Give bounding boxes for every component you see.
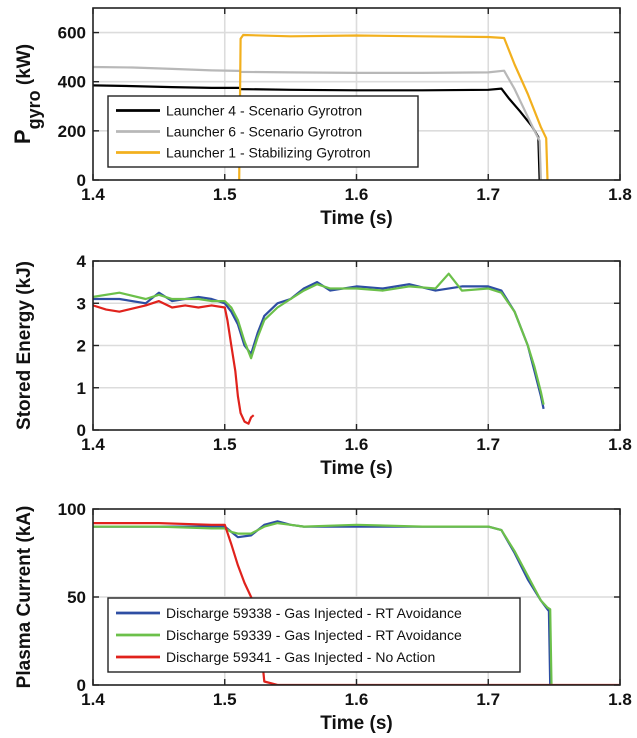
legend: Launcher 4 - Scenario Gyrotron Launcher 6…	[107, 95, 419, 168]
legend: Discharge 59338 - Gas Injected - RT Avoi…	[107, 597, 521, 673]
stored-energy-panel: 1.4 1.5 1.6 1.7 1.8 0 1 2 3 4 Time (s) Stored Energ…	[14, 252, 632, 479]
x-tick-label: 1.6	[345, 185, 369, 204]
x-tick-label: 1.7	[476, 435, 500, 454]
x-tick-label: 1.4	[81, 690, 105, 709]
x-axis-label: Time (s)	[320, 458, 393, 479]
gyrotron-power-panel: 1.4 1.5 1.6 1.7 1.8 0 200 400 600 Time (s) Pgyro (…	[10, 7, 632, 229]
y-axis-label: Pgyro (kW)	[10, 44, 44, 144]
x-tick-label: 1.5	[213, 690, 237, 709]
plasma-current-panel: 1.4 1.5 1.6 1.7 1.8 0 50 100 Time (s) Plasma Curr…	[14, 500, 632, 734]
x-tick-label: 1.5	[213, 185, 237, 204]
y-tick-label: 400	[58, 73, 86, 92]
legend-label: Launcher 1 - Stabilizing Gyrotron	[166, 145, 371, 161]
x-tick-label: 1.4	[81, 185, 105, 204]
series-group	[93, 33, 549, 180]
y-tick-label: 0	[77, 421, 86, 440]
x-tick-label: 1.7	[476, 185, 500, 204]
series-group	[93, 520, 620, 685]
series-line-2	[93, 65, 542, 180]
series-group	[93, 272, 545, 425]
y-tick-label: 2	[77, 337, 86, 356]
legend-label: Launcher 6 - Scenario Gyrotron	[166, 124, 362, 140]
x-tick-label: 1.8	[608, 435, 632, 454]
y-tick-label: 0	[77, 676, 86, 695]
series-line-3	[238, 33, 549, 180]
x-tick-label: 1.6	[345, 435, 369, 454]
x-tick-label: 1.6	[345, 690, 369, 709]
y-tick-label: 200	[58, 122, 86, 141]
legend-label: Discharge 59341 - Gas Injected - No Acti…	[166, 649, 435, 665]
legend-label: Discharge 59339 - Gas Injected - RT Avoi…	[166, 627, 462, 643]
y-axis-label: Plasma Current (kA)	[14, 506, 35, 689]
y-tick-label: 0	[77, 171, 86, 190]
y-tick-label: 600	[58, 24, 86, 43]
y-axis-label: Stored Energy (kJ)	[14, 261, 35, 430]
legend-label: Discharge 59338 - Gas Injected - RT Avoi…	[166, 605, 462, 621]
series-line-1	[93, 84, 541, 180]
y-tick-label: 100	[58, 500, 86, 519]
y-tick-label: 4	[77, 252, 87, 271]
y-tick-label: 50	[67, 588, 86, 607]
x-axis-label: Time (s)	[320, 208, 393, 229]
legend-box	[107, 597, 521, 673]
series-line-3	[93, 521, 620, 685]
series-line-2	[93, 272, 545, 405]
x-tick-label: 1.7	[476, 690, 500, 709]
y-tick-label: 1	[77, 379, 86, 398]
x-axis-label: Time (s)	[320, 713, 393, 734]
y-tick-label: 3	[77, 294, 86, 313]
x-tick-label: 1.8	[608, 690, 632, 709]
x-tick-label: 1.5	[213, 435, 237, 454]
series-line-3	[93, 300, 255, 425]
x-tick-label: 1.4	[81, 435, 105, 454]
legend-label: Launcher 4 - Scenario Gyrotron	[166, 103, 362, 119]
x-tick-label: 1.8	[608, 185, 632, 204]
